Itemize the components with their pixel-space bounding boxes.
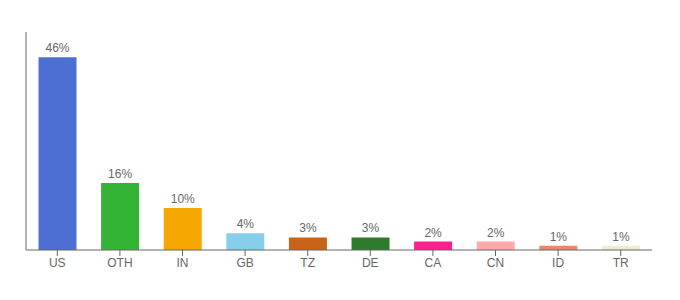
svg-text:1%: 1% (612, 230, 630, 244)
svg-text:OTH: OTH (107, 256, 132, 270)
svg-text:DE: DE (362, 256, 379, 270)
svg-text:CA: CA (425, 256, 442, 270)
svg-text:CN: CN (487, 256, 504, 270)
svg-text:3%: 3% (299, 221, 317, 235)
svg-text:US: US (49, 256, 66, 270)
svg-text:ID: ID (552, 256, 564, 270)
svg-text:2%: 2% (487, 226, 505, 240)
svg-text:16%: 16% (108, 167, 132, 181)
svg-text:TZ: TZ (300, 256, 315, 270)
svg-text:3%: 3% (362, 221, 380, 235)
svg-text:IN: IN (177, 256, 189, 270)
svg-text:46%: 46% (46, 41, 70, 55)
svg-text:GB: GB (236, 256, 253, 270)
svg-text:TR: TR (613, 256, 629, 270)
svg-text:4%: 4% (237, 217, 255, 231)
svg-text:2%: 2% (424, 226, 442, 240)
svg-text:1%: 1% (550, 230, 568, 244)
svg-text:10%: 10% (171, 192, 195, 206)
